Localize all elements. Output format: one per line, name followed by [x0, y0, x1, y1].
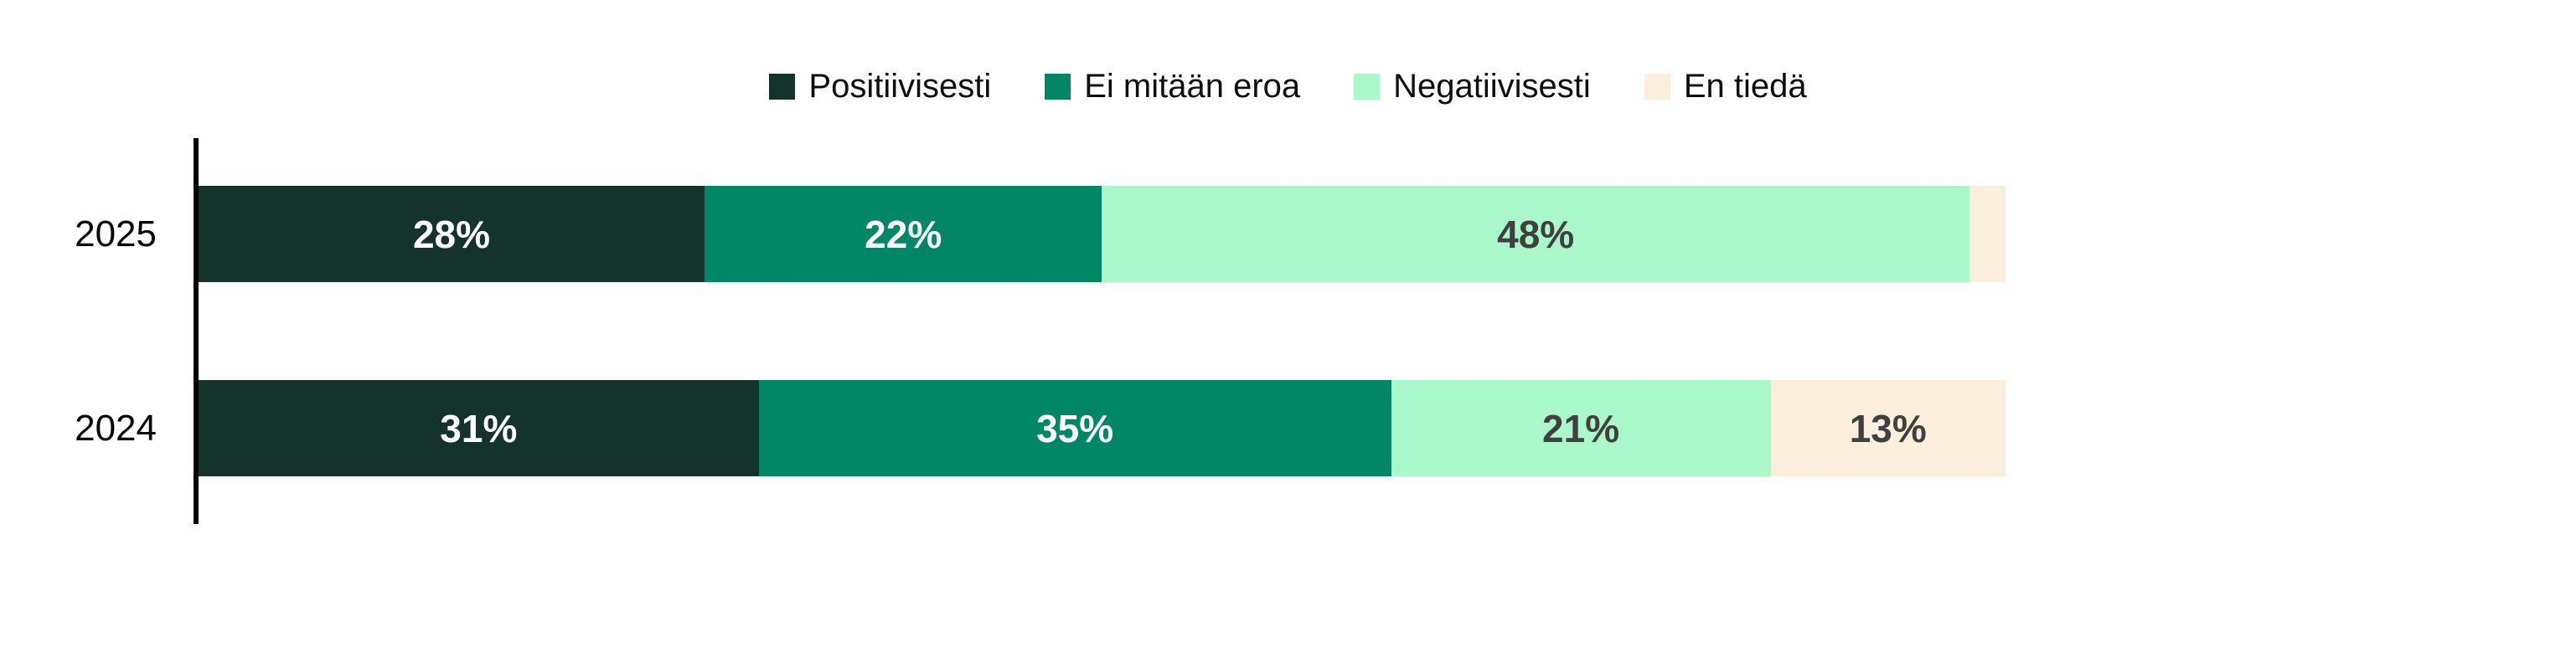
plot-area: 2025 28% 22% 48% 2024 31% 35% 21% 13% — [0, 138, 2006, 524]
bar-segment-ei-mitaan-eroa: 35% — [758, 380, 1391, 476]
data-label: 22% — [865, 212, 942, 256]
bar-segment-positiivisesti: 28% — [199, 186, 705, 282]
legend-swatch-negatiivisesti — [1354, 73, 1381, 100]
bar-row-2025: 2025 28% 22% 48% — [0, 186, 2006, 282]
bar-segment-en-tieda: 13% — [1770, 380, 2006, 476]
legend-item-negatiivisesti: Negatiivisesti — [1354, 68, 1591, 105]
bar-segment-en-tieda — [1969, 186, 2006, 282]
legend-label: Positiivisesti — [808, 67, 992, 105]
category-label: 2025 — [75, 213, 157, 254]
legend-label: Negatiivisesti — [1393, 67, 1591, 105]
legend-swatch-positiivisesti — [769, 73, 796, 100]
bar-row-2024: 2024 31% 35% 21% 13% — [0, 380, 2006, 476]
data-label: 31% — [440, 406, 518, 450]
legend-item-positiivisesti: Positiivisesti — [769, 68, 991, 105]
category-label: 2024 — [75, 407, 157, 449]
y-axis-line — [194, 138, 199, 524]
data-label: 35% — [1036, 406, 1114, 450]
legend-swatch-ei-mitaan-eroa — [1045, 73, 1071, 100]
data-label: 48% — [1497, 212, 1575, 256]
legend-swatch-en-tieda — [1644, 73, 1670, 100]
bar-segment-negatiivisesti: 48% — [1102, 186, 1969, 282]
bar-segment-positiivisesti: 31% — [199, 380, 759, 476]
legend-label: Ei mitään eroa — [1084, 67, 1301, 105]
data-label: 13% — [1849, 406, 1927, 450]
bar-segment-negatiivisesti: 21% — [1391, 380, 1771, 476]
legend-label: En tiedä — [1683, 67, 1807, 105]
bar-segment-ei-mitaan-eroa: 22% — [704, 186, 1102, 282]
legend: Positiivisesti Ei mitään eroa Negatiivises… — [0, 60, 2576, 112]
data-label: 28% — [412, 212, 491, 256]
stacked-bar: 28% 22% 48% — [199, 186, 2006, 282]
stacked-bar: 31% 35% 21% 13% — [199, 380, 2006, 476]
data-label: 21% — [1542, 406, 1620, 450]
legend-item-en-tieda: En tiedä — [1644, 68, 1807, 105]
legend-item-ei-mitaan-eroa: Ei mitään eroa — [1045, 68, 1300, 105]
